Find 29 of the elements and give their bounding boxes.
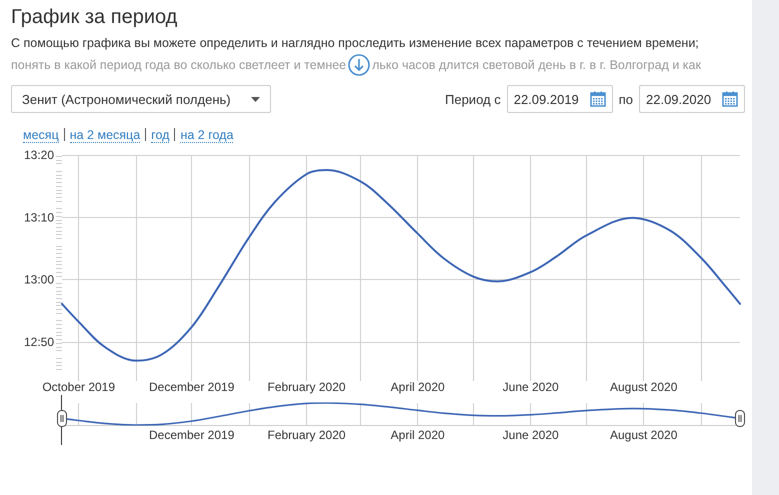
text: 22.09.2020 bbox=[646, 92, 712, 106]
chart-title: График за период bbox=[11, 6, 178, 29]
text: Период с bbox=[445, 92, 501, 106]
y-tick-label: 13:00 bbox=[24, 272, 54, 287]
x-tick-label: August 2020 bbox=[610, 380, 678, 394]
chart-subtitle: С помощью графика вы можете определить и наглядно проследить изменение всех параметров с течением времени; bbox=[11, 36, 699, 50]
text: лько часов длится световой день в г. в г. Волгоград и как bbox=[372, 58, 701, 72]
x-tick-label: February 2020 bbox=[268, 380, 346, 394]
x-tick-label: December 2019 bbox=[148, 380, 235, 394]
x-tick-label: June 2020 bbox=[502, 428, 560, 442]
text: на 2 года bbox=[180, 128, 234, 143]
y-tick-label: 13:10 bbox=[24, 210, 54, 224]
line-series bbox=[61, 169, 741, 362]
text: по bbox=[618, 92, 633, 106]
text: понять в какой период года во сколько светлеет и темнее bbox=[11, 58, 346, 72]
text: месяц bbox=[23, 128, 59, 143]
x-tick-label: June 2020 bbox=[502, 380, 560, 394]
text: Зенит (Астрономический полдень) bbox=[22, 92, 231, 106]
x-tick-label: April 2020 bbox=[390, 380, 446, 394]
x-tick-label: February 2020 bbox=[268, 428, 346, 442]
text: 22.09.2019 bbox=[514, 92, 579, 106]
text: на 2 месяца bbox=[70, 128, 140, 143]
y-tick-label: 12:50 bbox=[24, 334, 54, 349]
x-tick-label: October 2019 bbox=[42, 380, 116, 394]
x-tick-label: April 2020 bbox=[390, 428, 446, 442]
y-tick-label: 13:20 bbox=[24, 148, 54, 162]
text: год bbox=[151, 128, 170, 143]
x-tick-label: December 2019 bbox=[148, 428, 235, 442]
x-tick-label: August 2020 bbox=[610, 428, 678, 442]
